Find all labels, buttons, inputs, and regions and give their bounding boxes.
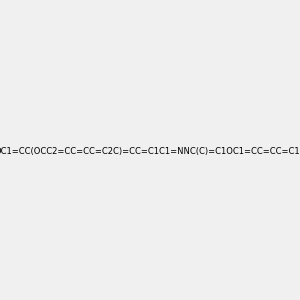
Text: OC1=CC(OCC2=CC=CC=C2C)=CC=C1C1=NNC(C)=C1OC1=CC=CC=C1OC: OC1=CC(OCC2=CC=CC=C2C)=CC=C1C1=NNC(C)=C1… [0,147,300,156]
